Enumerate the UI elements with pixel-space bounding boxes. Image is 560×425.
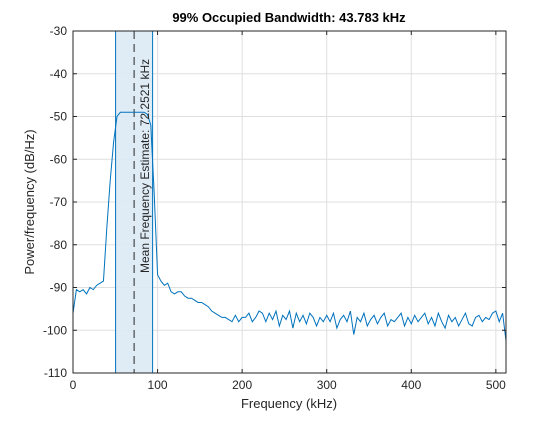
labels: 99% Occupied Bandwidth: 43.783 kHz Frequ… <box>22 10 506 411</box>
x-tick-label: 500 <box>486 378 506 392</box>
y-tick-label: -100 <box>43 323 67 337</box>
mean-frequency-label: Mean Frequency Estimate: 72.2521 kHz <box>138 59 152 273</box>
axes <box>72 30 507 374</box>
y-tick-label: -30 <box>50 24 68 38</box>
chart-title: 99% Occupied Bandwidth: 43.783 kHz <box>172 10 406 25</box>
y-axis-label: Power/frequency (dB/Hz) <box>22 129 37 274</box>
y-tick-label: -40 <box>50 67 68 81</box>
psd-line <box>72 111 507 342</box>
y-tick-label: -90 <box>50 281 68 295</box>
y-tick-label: -80 <box>50 238 68 252</box>
x-tick-label: 0 <box>70 378 77 392</box>
occupied-band <box>115 31 154 373</box>
y-tick-label: -60 <box>50 152 68 166</box>
x-tick-label: 400 <box>401 378 421 392</box>
x-axis-label: Frequency (kHz) <box>241 396 337 411</box>
x-tick-label: 100 <box>148 378 168 392</box>
psd-line-layer <box>72 111 507 342</box>
y-tick-label: -70 <box>50 195 68 209</box>
x-tick-label: 200 <box>232 378 252 392</box>
x-tick-label: 300 <box>317 378 337 392</box>
y-tick-label: -110 <box>44 366 67 380</box>
y-tick-label: -50 <box>50 110 68 124</box>
